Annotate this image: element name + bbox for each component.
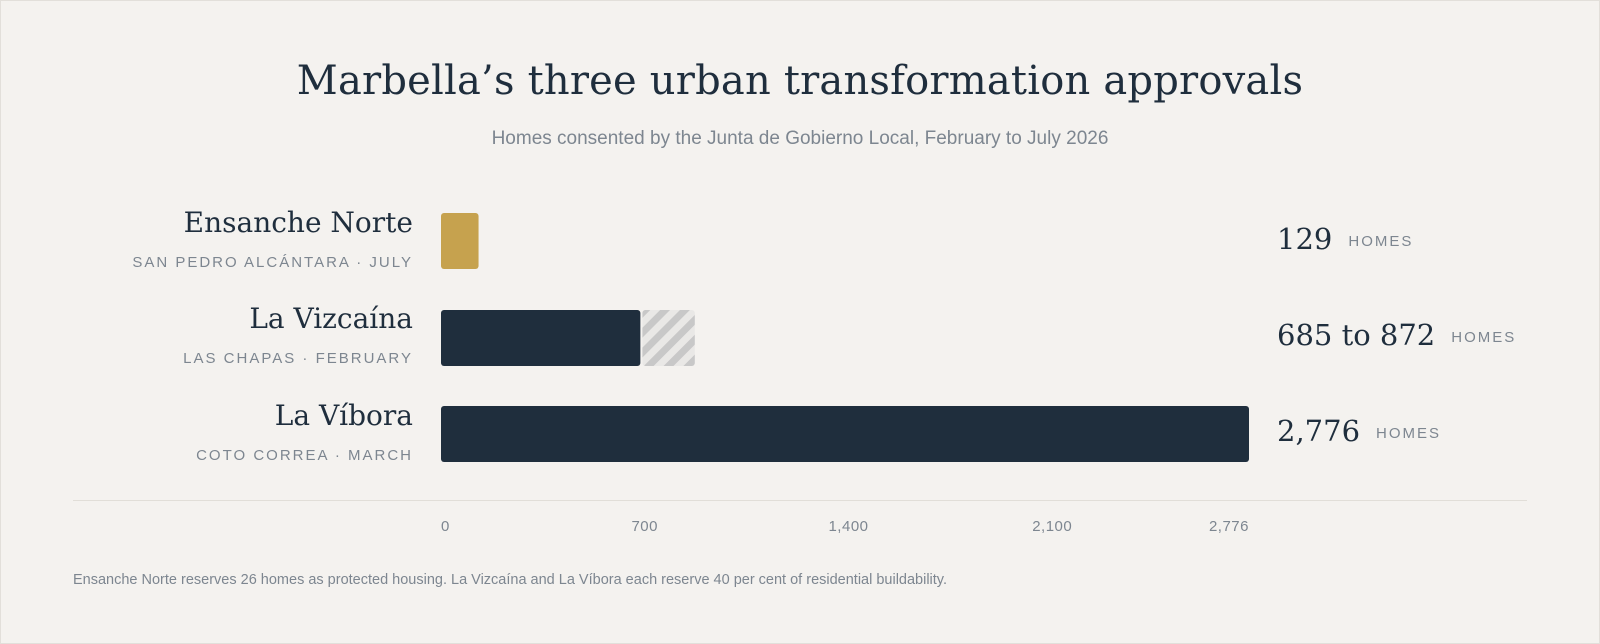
row-sub-la-vibora: COTO CORREA · MARCH bbox=[196, 447, 413, 464]
chart-subtitle: Homes consented by the Junta de Gobierno… bbox=[491, 128, 1109, 149]
footnote: Ensanche Norte reserves 26 homes as prot… bbox=[73, 572, 948, 588]
bar-ensanche-norte bbox=[441, 213, 479, 269]
row-name-ensanche-norte: Ensanche Norte bbox=[183, 206, 413, 239]
bar-la-vibora bbox=[441, 406, 1249, 462]
value-label-la-vizcaina: 685 to 872 HOMES bbox=[1277, 318, 1517, 352]
x-tick-label: 0 bbox=[441, 518, 450, 535]
x-tick-label: 2,776 bbox=[1208, 518, 1249, 535]
bar-range-la-vizcaina bbox=[642, 310, 695, 366]
row-name-la-vibora: La Víbora bbox=[274, 399, 413, 432]
row-name-la-vizcaina: La Vizcaína bbox=[249, 302, 413, 335]
x-tick-label: 2,100 bbox=[1032, 518, 1073, 535]
x-tick-label: 700 bbox=[631, 518, 658, 535]
unit-label: HOMES bbox=[1451, 329, 1517, 346]
unit-label: HOMES bbox=[1376, 425, 1442, 442]
axis-baseline bbox=[73, 500, 1527, 501]
row-sub-ensanche-norte: SAN PEDRO ALCÁNTARA · JULY bbox=[132, 254, 413, 271]
row-sub-la-vizcaina: LAS CHAPAS · FEBRUARY bbox=[183, 350, 413, 367]
chart-title: Marbella’s three urban transformation ap… bbox=[296, 58, 1304, 104]
unit-label: HOMES bbox=[1348, 233, 1414, 250]
x-tick-label: 1,400 bbox=[828, 518, 869, 535]
value-label-ensanche-norte: 129 HOMES bbox=[1277, 222, 1414, 256]
value-label-la-vibora: 2,776 HOMES bbox=[1277, 414, 1442, 448]
bar-la-vizcaina bbox=[441, 310, 641, 366]
